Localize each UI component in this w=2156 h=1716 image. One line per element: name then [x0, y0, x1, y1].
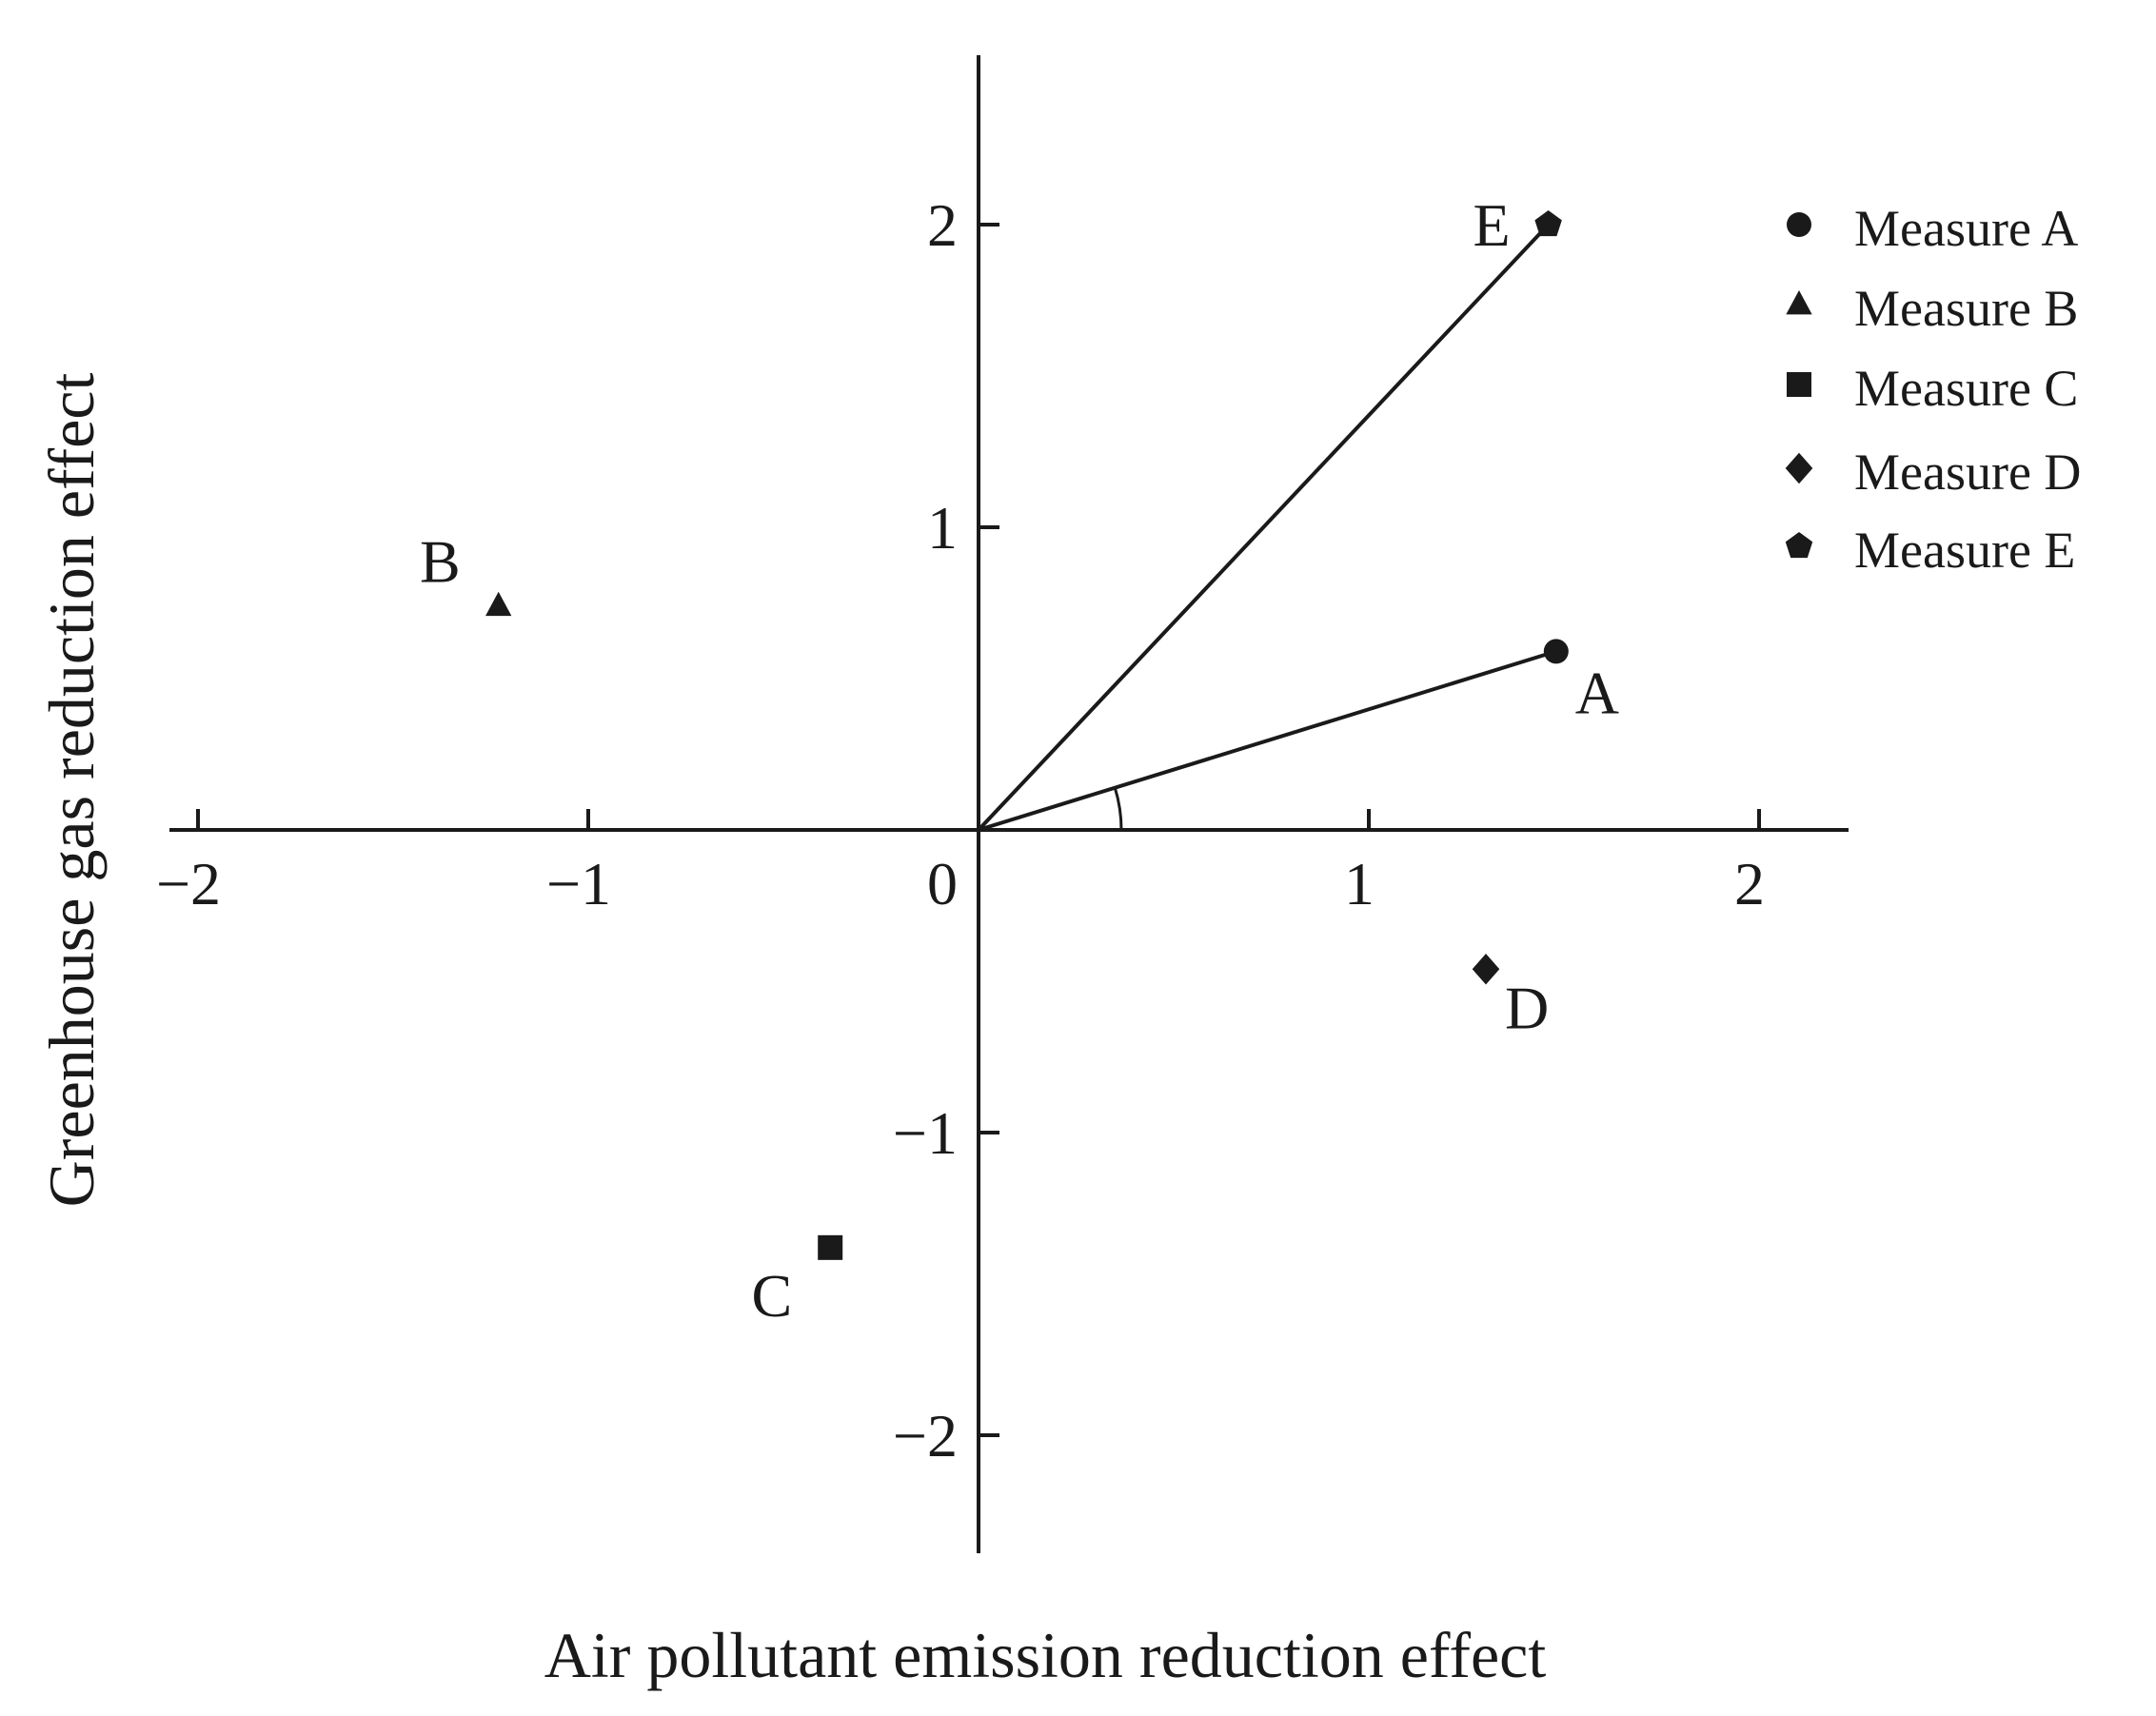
point-label-c: C	[752, 1262, 793, 1330]
legend: Measure A Measure B Measure C Measure D Meas…	[1785, 200, 2081, 579]
x-tick-label: −2	[156, 850, 221, 917]
point-label-e: E	[1474, 191, 1511, 259]
angle-arc	[1113, 787, 1123, 831]
legend-marker-c	[1787, 372, 1811, 397]
legend-label-a: Measure A	[1854, 200, 2078, 257]
legend-marker-e	[1785, 532, 1813, 559]
y-axis-title: Greenhouse gas reduction effect	[35, 373, 108, 1208]
legend-label-e: Measure E	[1854, 522, 2075, 579]
legend-label-b: Measure B	[1854, 280, 2078, 337]
y-axis-ticks: −2 −1 1 2	[893, 191, 999, 1469]
point-e	[1534, 210, 1562, 237]
x-tick-label: 1	[1344, 850, 1375, 917]
x-axis-ticks: −2 −1 0 1 2	[156, 809, 1765, 917]
legend-label-d: Measure D	[1854, 444, 2081, 501]
x-tick-label: 0	[927, 850, 958, 917]
point-c	[818, 1234, 843, 1260]
y-tick-label: 2	[927, 191, 958, 259]
point-label-d: D	[1505, 974, 1549, 1041]
point-label-b: B	[420, 528, 461, 596]
axes	[169, 55, 1849, 1553]
point-b	[485, 591, 512, 617]
point-a	[1543, 639, 1569, 664]
point-d	[1472, 954, 1500, 985]
legend-label-c: Measure C	[1854, 360, 2078, 417]
data-points	[485, 210, 1569, 1260]
point-label-a: A	[1575, 659, 1619, 726]
legend-marker-a	[1787, 212, 1811, 237]
y-tick-label: 1	[927, 494, 958, 562]
point-labels: A B C D E	[420, 191, 1619, 1330]
x-tick-label: 2	[1734, 850, 1765, 917]
y-tick-label: −1	[893, 1099, 958, 1167]
y-tick-label: −2	[893, 1402, 958, 1469]
vectors-from-origin	[977, 223, 1557, 832]
vector-line-a	[978, 649, 1557, 832]
legend-marker-b	[1786, 290, 1812, 315]
x-axis-title: Air pollutant emission reduction effect	[544, 1619, 1547, 1691]
legend-marker-d	[1785, 452, 1813, 484]
x-tick-label: −1	[546, 850, 611, 917]
vector-line-e	[977, 223, 1551, 832]
